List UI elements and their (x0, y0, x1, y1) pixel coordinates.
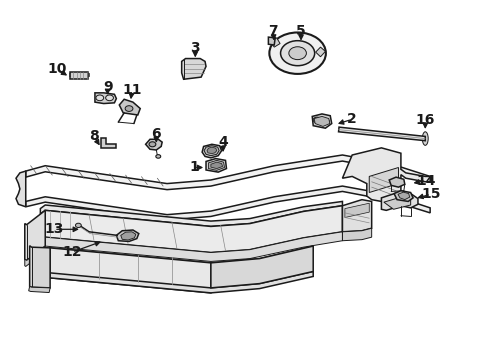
Polygon shape (389, 177, 405, 187)
Polygon shape (182, 59, 206, 79)
Polygon shape (339, 127, 425, 141)
Circle shape (106, 95, 114, 101)
Polygon shape (50, 271, 313, 293)
Circle shape (270, 32, 326, 74)
Text: 15: 15 (421, 187, 441, 201)
Polygon shape (50, 246, 313, 268)
Text: 13: 13 (44, 222, 64, 236)
Polygon shape (384, 197, 411, 209)
Polygon shape (206, 158, 226, 172)
Polygon shape (343, 148, 430, 202)
Polygon shape (40, 210, 45, 241)
Polygon shape (116, 230, 139, 242)
Polygon shape (343, 228, 372, 241)
Polygon shape (269, 37, 275, 45)
Polygon shape (29, 287, 50, 293)
Polygon shape (50, 248, 211, 293)
Text: 16: 16 (416, 113, 435, 127)
Polygon shape (95, 93, 116, 104)
Text: 8: 8 (89, 129, 99, 143)
Circle shape (156, 155, 161, 158)
Polygon shape (211, 246, 313, 288)
Polygon shape (88, 73, 89, 76)
Polygon shape (146, 139, 162, 150)
Text: 2: 2 (347, 112, 357, 126)
Text: 4: 4 (218, 135, 228, 149)
Text: 7: 7 (269, 24, 278, 38)
Polygon shape (45, 232, 343, 261)
Text: 12: 12 (62, 245, 82, 259)
Polygon shape (312, 114, 332, 128)
Polygon shape (316, 47, 325, 57)
Circle shape (281, 41, 315, 66)
Ellipse shape (422, 132, 428, 145)
Text: 6: 6 (151, 127, 161, 140)
Polygon shape (119, 99, 140, 115)
Polygon shape (45, 206, 343, 252)
Polygon shape (204, 146, 219, 156)
Circle shape (96, 95, 104, 101)
Polygon shape (270, 38, 280, 47)
Polygon shape (25, 210, 45, 260)
Circle shape (289, 47, 306, 60)
Circle shape (125, 106, 133, 111)
Polygon shape (26, 155, 430, 190)
Text: 10: 10 (48, 62, 67, 76)
Polygon shape (208, 160, 224, 170)
Text: 3: 3 (191, 41, 200, 55)
Polygon shape (381, 192, 418, 210)
Polygon shape (314, 116, 330, 126)
Polygon shape (25, 246, 45, 266)
Circle shape (313, 117, 321, 123)
Polygon shape (394, 191, 413, 202)
Polygon shape (202, 144, 221, 158)
Polygon shape (207, 147, 217, 154)
Polygon shape (40, 202, 343, 226)
Polygon shape (211, 162, 222, 168)
Polygon shape (345, 203, 369, 217)
Text: 1: 1 (189, 161, 199, 175)
Polygon shape (398, 192, 410, 200)
Text: 9: 9 (103, 80, 112, 94)
Polygon shape (101, 138, 116, 148)
Polygon shape (369, 167, 398, 193)
Circle shape (75, 223, 81, 228)
Text: 5: 5 (296, 24, 306, 38)
Circle shape (324, 119, 329, 123)
Polygon shape (343, 200, 372, 232)
Text: 11: 11 (122, 83, 142, 97)
Polygon shape (69, 73, 70, 76)
Circle shape (149, 142, 156, 147)
Polygon shape (121, 232, 136, 240)
Polygon shape (70, 72, 88, 79)
Polygon shape (30, 246, 50, 288)
Polygon shape (26, 186, 430, 220)
Polygon shape (16, 171, 26, 207)
Text: 14: 14 (416, 174, 436, 188)
